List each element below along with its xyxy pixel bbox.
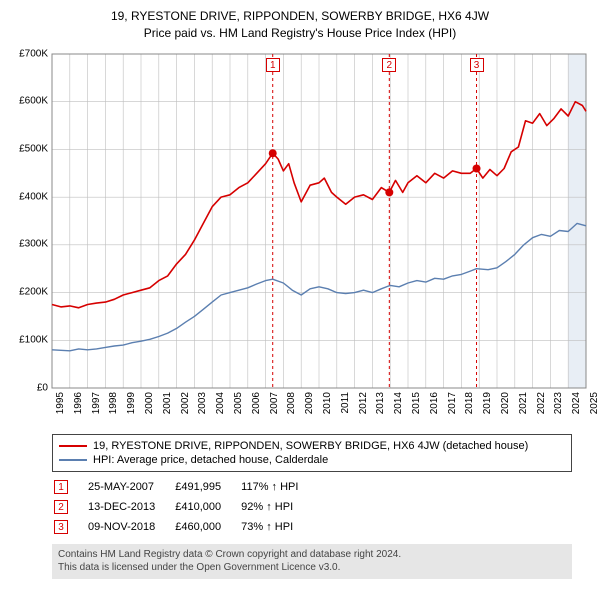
x-tick-label: 2023 [553, 392, 564, 414]
title-line-2: Price paid vs. HM Land Registry's House … [8, 25, 592, 42]
table-row: 1 25-MAY-2007£491,995117% ↑ HPI [54, 478, 316, 496]
table-row: 2 13-DEC-2013£410,00092% ↑ HPI [54, 498, 316, 516]
y-tick-label: £400K [19, 191, 48, 202]
title-line-1: 19, RYESTONE DRIVE, RIPPONDEN, SOWERBY B… [8, 8, 592, 25]
attribution-footer: Contains HM Land Registry data © Crown c… [52, 544, 572, 579]
x-tick-label: 2018 [464, 392, 475, 414]
x-tick-label: 2016 [429, 392, 440, 414]
footer-line-2: This data is licensed under the Open Gov… [58, 561, 566, 575]
marker-pct: 73% ↑ HPI [241, 518, 316, 536]
marker-date: 25-MAY-2007 [88, 478, 173, 496]
marker-badge: 1 [54, 480, 68, 494]
x-tick-label: 2020 [500, 392, 511, 414]
marker-price: £491,995 [175, 478, 239, 496]
y-tick-label: £100K [19, 334, 48, 345]
chart-marker-flag: 1 [266, 58, 280, 72]
y-tick-label: £600K [19, 96, 48, 107]
x-tick-label: 2025 [589, 392, 600, 414]
transaction-table: 1 25-MAY-2007£491,995117% ↑ HPI 2 13-DEC-20… [52, 476, 318, 538]
x-tick-label: 1999 [126, 392, 137, 414]
x-tick-label: 1996 [73, 392, 84, 414]
x-tick-label: 2019 [482, 392, 493, 414]
x-tick-label: 2024 [571, 392, 582, 414]
x-tick-label: 1995 [55, 392, 66, 414]
y-tick-label: £500K [19, 144, 48, 155]
x-tick-label: 2007 [269, 392, 280, 414]
x-tick-label: 2017 [447, 392, 458, 414]
chart-marker-flag: 3 [470, 58, 484, 72]
legend-row: HPI: Average price, detached house, Cald… [59, 453, 565, 467]
legend: 19, RYESTONE DRIVE, RIPPONDEN, SOWERBY B… [52, 434, 572, 472]
marker-date: 13-DEC-2013 [88, 498, 173, 516]
y-tick-label: £0 [37, 382, 48, 393]
marker-badge: 2 [54, 500, 68, 514]
legend-row: 19, RYESTONE DRIVE, RIPPONDEN, SOWERBY B… [59, 439, 565, 453]
x-tick-label: 2009 [304, 392, 315, 414]
marker-date: 09-NOV-2018 [88, 518, 173, 536]
x-tick-label: 2022 [536, 392, 547, 414]
x-tick-label: 2011 [340, 392, 351, 414]
x-tick-label: 2003 [197, 392, 208, 414]
footer-line-1: Contains HM Land Registry data © Crown c… [58, 548, 566, 562]
x-tick-label: 2013 [375, 392, 386, 414]
marker-pct: 92% ↑ HPI [241, 498, 316, 516]
y-tick-label: £200K [19, 287, 48, 298]
marker-price: £410,000 [175, 498, 239, 516]
marker-badge: 3 [54, 520, 68, 534]
x-tick-label: 2004 [215, 392, 226, 414]
legend-label: HPI: Average price, detached house, Cald… [93, 454, 328, 466]
y-tick-label: £300K [19, 239, 48, 250]
y-tick-label: £700K [19, 48, 48, 59]
chart-marker-flag: 2 [382, 58, 396, 72]
marker-pct: 117% ↑ HPI [241, 478, 316, 496]
x-tick-label: 2021 [518, 392, 529, 414]
legend-label: 19, RYESTONE DRIVE, RIPPONDEN, SOWERBY B… [93, 440, 528, 452]
legend-swatch [59, 445, 87, 447]
table-row: 3 09-NOV-2018£460,00073% ↑ HPI [54, 518, 316, 536]
x-tick-label: 1997 [91, 392, 102, 414]
legend-swatch [59, 459, 87, 461]
marker-price: £460,000 [175, 518, 239, 536]
x-tick-label: 2014 [393, 392, 404, 414]
x-tick-label: 2006 [251, 392, 262, 414]
title-block: 19, RYESTONE DRIVE, RIPPONDEN, SOWERBY B… [8, 8, 592, 42]
x-tick-label: 2008 [286, 392, 297, 414]
price-chart: £0 £100K £200K £300K £400K £500K £600K £700K 199… [8, 48, 592, 428]
x-tick-label: 1998 [108, 392, 119, 414]
x-tick-label: 2001 [162, 392, 173, 414]
x-tick-label: 2010 [322, 392, 333, 414]
x-tick-label: 2000 [144, 392, 155, 414]
x-tick-label: 2012 [358, 392, 369, 414]
chart-svg [8, 48, 592, 428]
x-tick-label: 2005 [233, 392, 244, 414]
x-tick-label: 2002 [180, 392, 191, 414]
x-tick-label: 2015 [411, 392, 422, 414]
